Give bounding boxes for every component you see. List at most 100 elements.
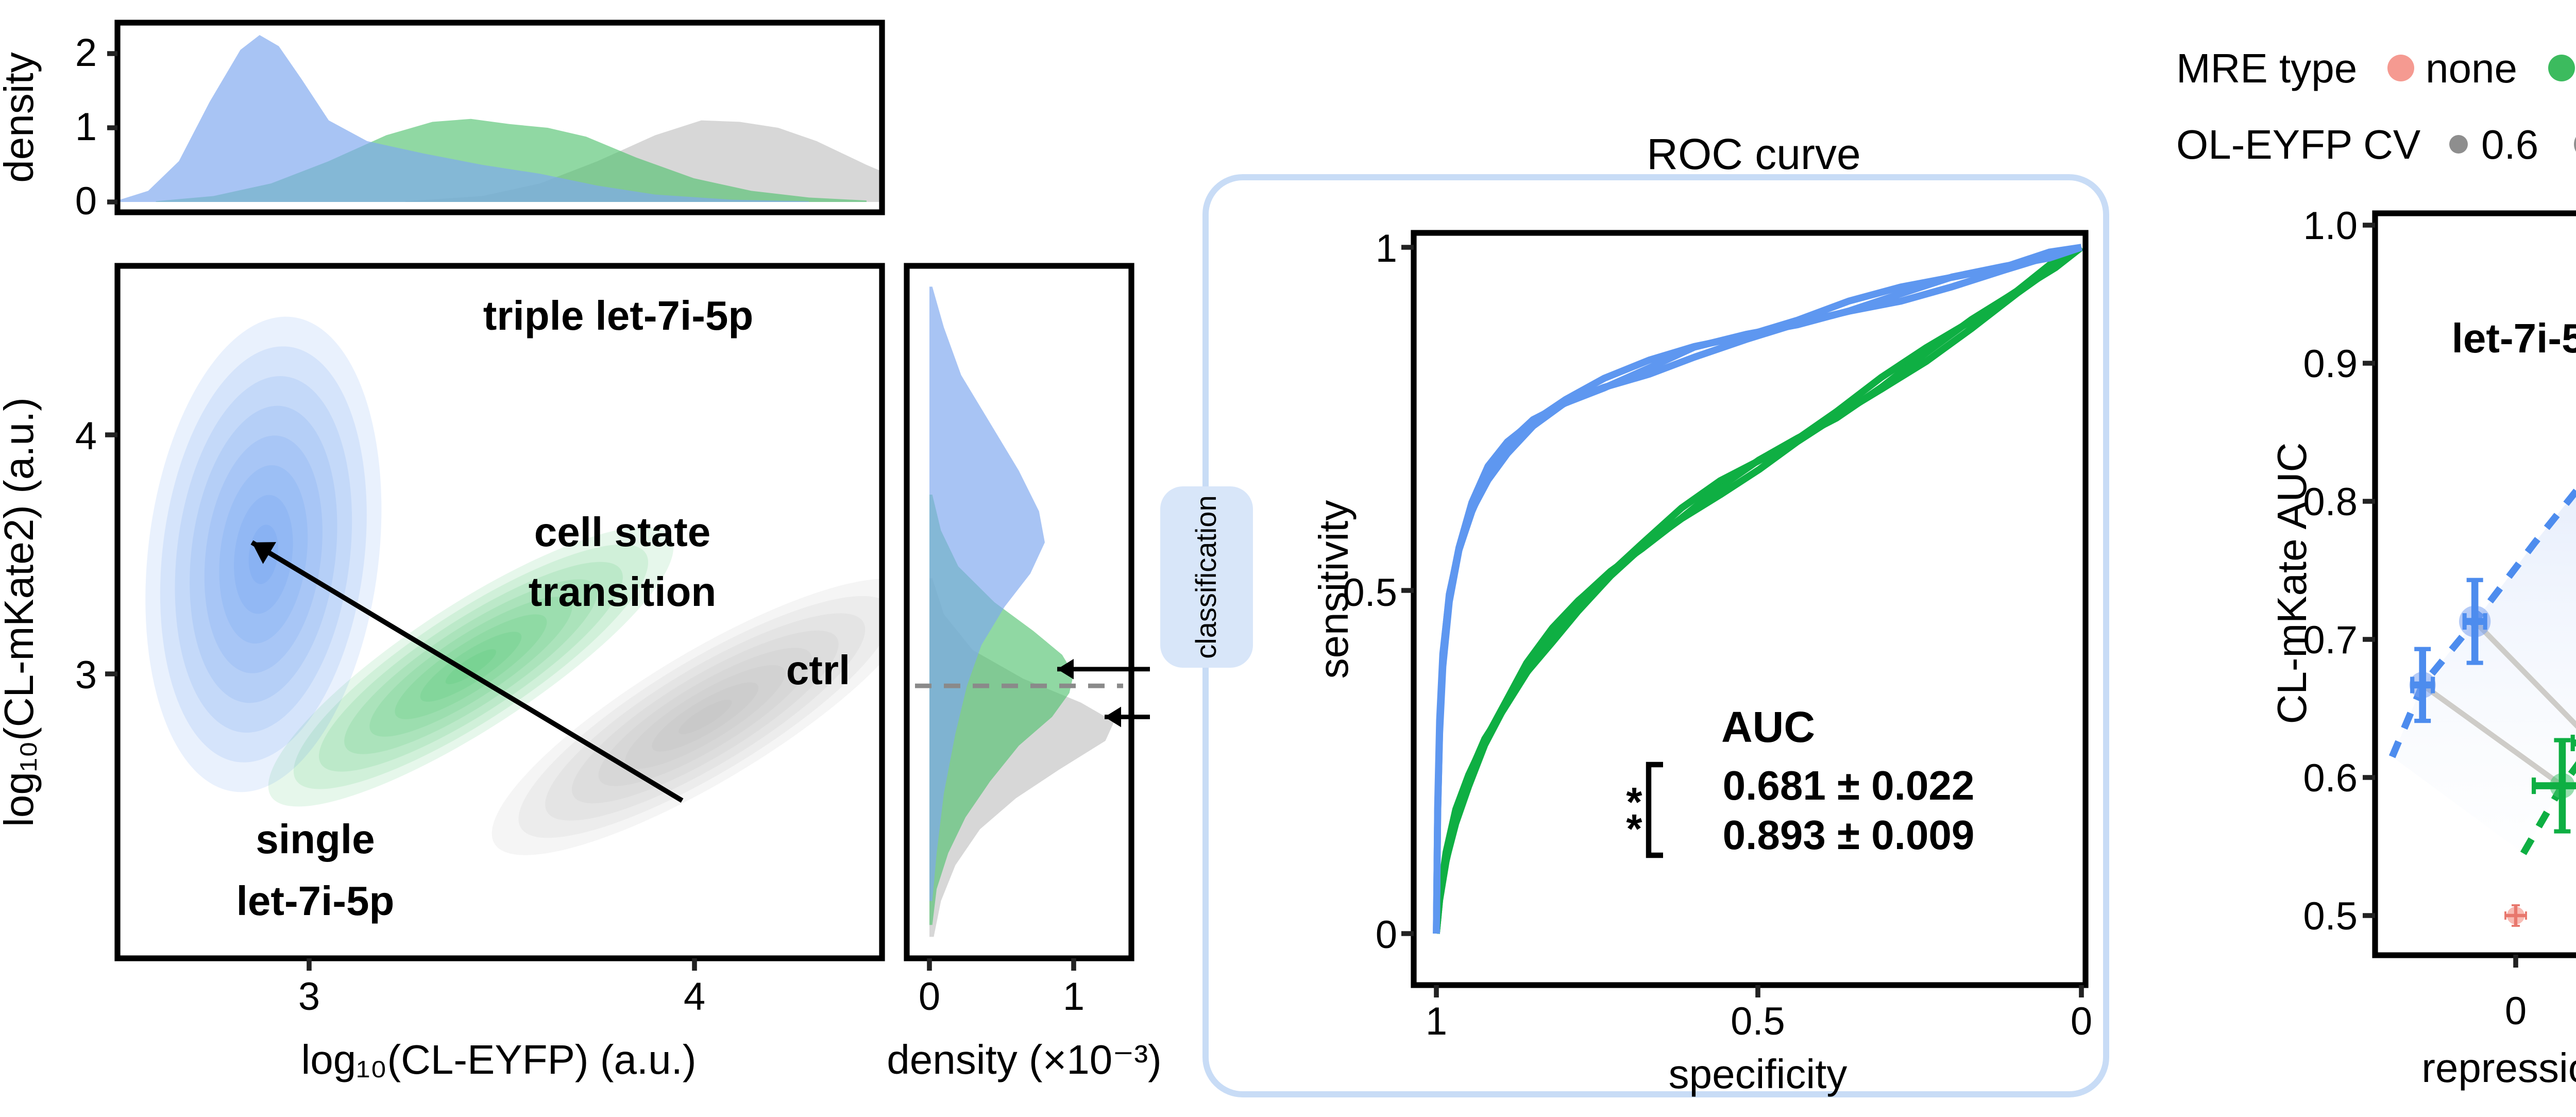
green-peak-arrow-head <box>1057 658 1074 680</box>
auc-value-green: 0.681 ± 0.022 <box>1723 763 1975 808</box>
roc-curve-blue <box>1433 244 2082 934</box>
density-area <box>117 35 809 202</box>
right-marginal-ticks <box>927 958 1076 971</box>
scatter-ticks <box>2363 223 2518 968</box>
kde-contour-single-let-7i-5p <box>344 579 598 754</box>
roc-x-tick-1: 1 <box>1426 1000 1447 1043</box>
gray-peak-arrow-head <box>1105 706 1121 727</box>
kde-contour-ctrl <box>571 630 839 804</box>
density-area-v <box>929 286 1045 901</box>
kde-contour-ctrl <box>652 682 759 752</box>
roc-x-tick-0: 0 <box>2071 1000 2092 1043</box>
label-triple-let7: triple let-7i-5p <box>483 293 754 339</box>
roc-y-tick-1: 1 <box>1376 227 1397 270</box>
legend-cv-title: OL-EYFP CV <box>2176 122 2421 167</box>
classification-group: classification <box>1160 174 2109 1097</box>
kde-contour-single-let-7i-5p <box>445 649 497 684</box>
roc-curves <box>1433 244 2084 934</box>
pair-connector <box>2421 683 2564 788</box>
pair-connector <box>2472 619 2576 729</box>
legend-cv-dot-06 <box>2449 135 2468 154</box>
roc-curve-green <box>1433 244 2083 934</box>
right-marginal-densities <box>929 286 1114 937</box>
roc-x-label: specificity <box>1669 1051 1848 1097</box>
label-single: single <box>256 816 375 862</box>
legend-mre-title: MRE type <box>2176 45 2357 91</box>
cell-state-transition-arrow <box>250 540 684 803</box>
significance-star-2: * <box>1626 806 1642 852</box>
roc-y-tick-05: 0.5 <box>1343 571 1397 615</box>
right-marginal-frame <box>904 263 1134 961</box>
roc-frame <box>1411 230 2089 988</box>
roc-panel: ROC curve 0 0.5 1 1 0.5 0 specificity se… <box>1311 130 2092 1097</box>
transition-arrow-head <box>251 542 277 564</box>
label-transition: transition <box>529 569 716 615</box>
scatter-frame <box>2372 210 2576 958</box>
label-ctrl: ctrl <box>786 647 851 693</box>
rmarg-x-label: density (×10⁻³) <box>887 1037 1162 1082</box>
sc-y-0.5: 0.5 <box>2303 894 2358 938</box>
top-marginal-y-label: density <box>0 52 42 182</box>
transition-arrow-shaft <box>250 540 684 803</box>
kde-contour-ctrl <box>518 596 882 838</box>
legend-dot-none <box>2387 55 2414 81</box>
kde-contour-single-let-7i-5p <box>319 562 623 772</box>
rmarg-tick-1: 1 <box>1063 975 1084 1019</box>
roc-title: ROC curve <box>1647 130 1860 178</box>
kde-contour-ctrl <box>598 648 812 786</box>
kde-contour-single-let-7i-5p <box>420 632 522 702</box>
kde-contour-single-let-7i-5p <box>395 614 547 719</box>
roc-x-tick-05: 0.5 <box>1731 1000 1785 1043</box>
top-marginal-ticks <box>107 51 117 205</box>
sc-x-0: 0 <box>2505 989 2527 1033</box>
label-cell-state: cell state <box>534 509 710 555</box>
scatter-y-label: CL-mKate AUC <box>2269 443 2315 724</box>
top-marginal-panel: 0 1 2 density <box>0 20 885 223</box>
kde-panel: triple let-7i-5p cell state transition c… <box>0 263 885 1082</box>
classification-pill <box>1160 486 1253 668</box>
kde-contour-ctrl <box>492 579 882 855</box>
right-marginal-panel: 0 1 density (×10⁻³) <box>887 263 1162 1082</box>
kde-contour-ctrl <box>679 699 732 735</box>
kde-contour-single-let-7i-5p <box>293 544 649 789</box>
legend-cv-label-06: 0.6 <box>2481 122 2538 167</box>
legend-cv-dot-07 <box>2574 137 2576 152</box>
sc-y-1.0: 1.0 <box>2303 204 2358 248</box>
kde-x-tick-3: 3 <box>298 975 320 1019</box>
roc-ticks <box>1401 245 2084 997</box>
top-marginal-tick-1: 1 <box>75 105 97 149</box>
kde-y-tick-4: 4 <box>75 414 97 458</box>
kde-contours <box>145 316 882 855</box>
legend-label-none: none <box>2426 45 2517 91</box>
kde-contour-single-let-7i-5p <box>369 597 572 737</box>
significance-star-1: * <box>1626 779 1642 825</box>
legend: MRE type none single repetitive OL-EYFP … <box>2176 45 2576 167</box>
roc-y-tick-0: 0 <box>1376 913 1397 957</box>
auc-title: AUC <box>1721 703 1815 751</box>
kde-y-label: log₁₀(CL-mKate2) (a.u.) <box>0 397 42 827</box>
top-marginal-densities <box>117 35 882 202</box>
scatter-x-label: repression strength (R of OL-EYFP) <box>2421 1045 2576 1091</box>
legend-dot-single <box>2548 55 2575 81</box>
top-marginal-tick-0: 0 <box>75 179 97 223</box>
sc-y-0.9: 0.9 <box>2303 342 2358 386</box>
sc-y-0.7: 0.7 <box>2303 618 2358 662</box>
label-let7: let-7i-5p <box>2452 315 2576 361</box>
significance-bracket <box>1646 761 1663 858</box>
right-marginal-annotations <box>915 658 1150 727</box>
label-single-let7: let-7i-5p <box>236 878 395 924</box>
classification-label: classification <box>1190 495 1222 658</box>
top-marginal-frame <box>114 20 885 215</box>
kde-y-tick-3: 3 <box>75 653 97 697</box>
sc-y-0.6: 0.6 <box>2303 756 2358 800</box>
kde-contour-single-let-7i-5p <box>268 527 674 807</box>
kde-x-tick-4: 4 <box>684 975 705 1019</box>
scatter-panel: let-7i-5p accuracy improvement 1.0 0.9 0… <box>2269 204 2576 1091</box>
sc-y-0.8: 0.8 <box>2303 480 2358 524</box>
roc-y-label: sensitivity <box>1311 500 1357 679</box>
auc-value-blue: 0.893 ± 0.009 <box>1723 812 1975 858</box>
kde-contour-ctrl <box>625 665 786 769</box>
